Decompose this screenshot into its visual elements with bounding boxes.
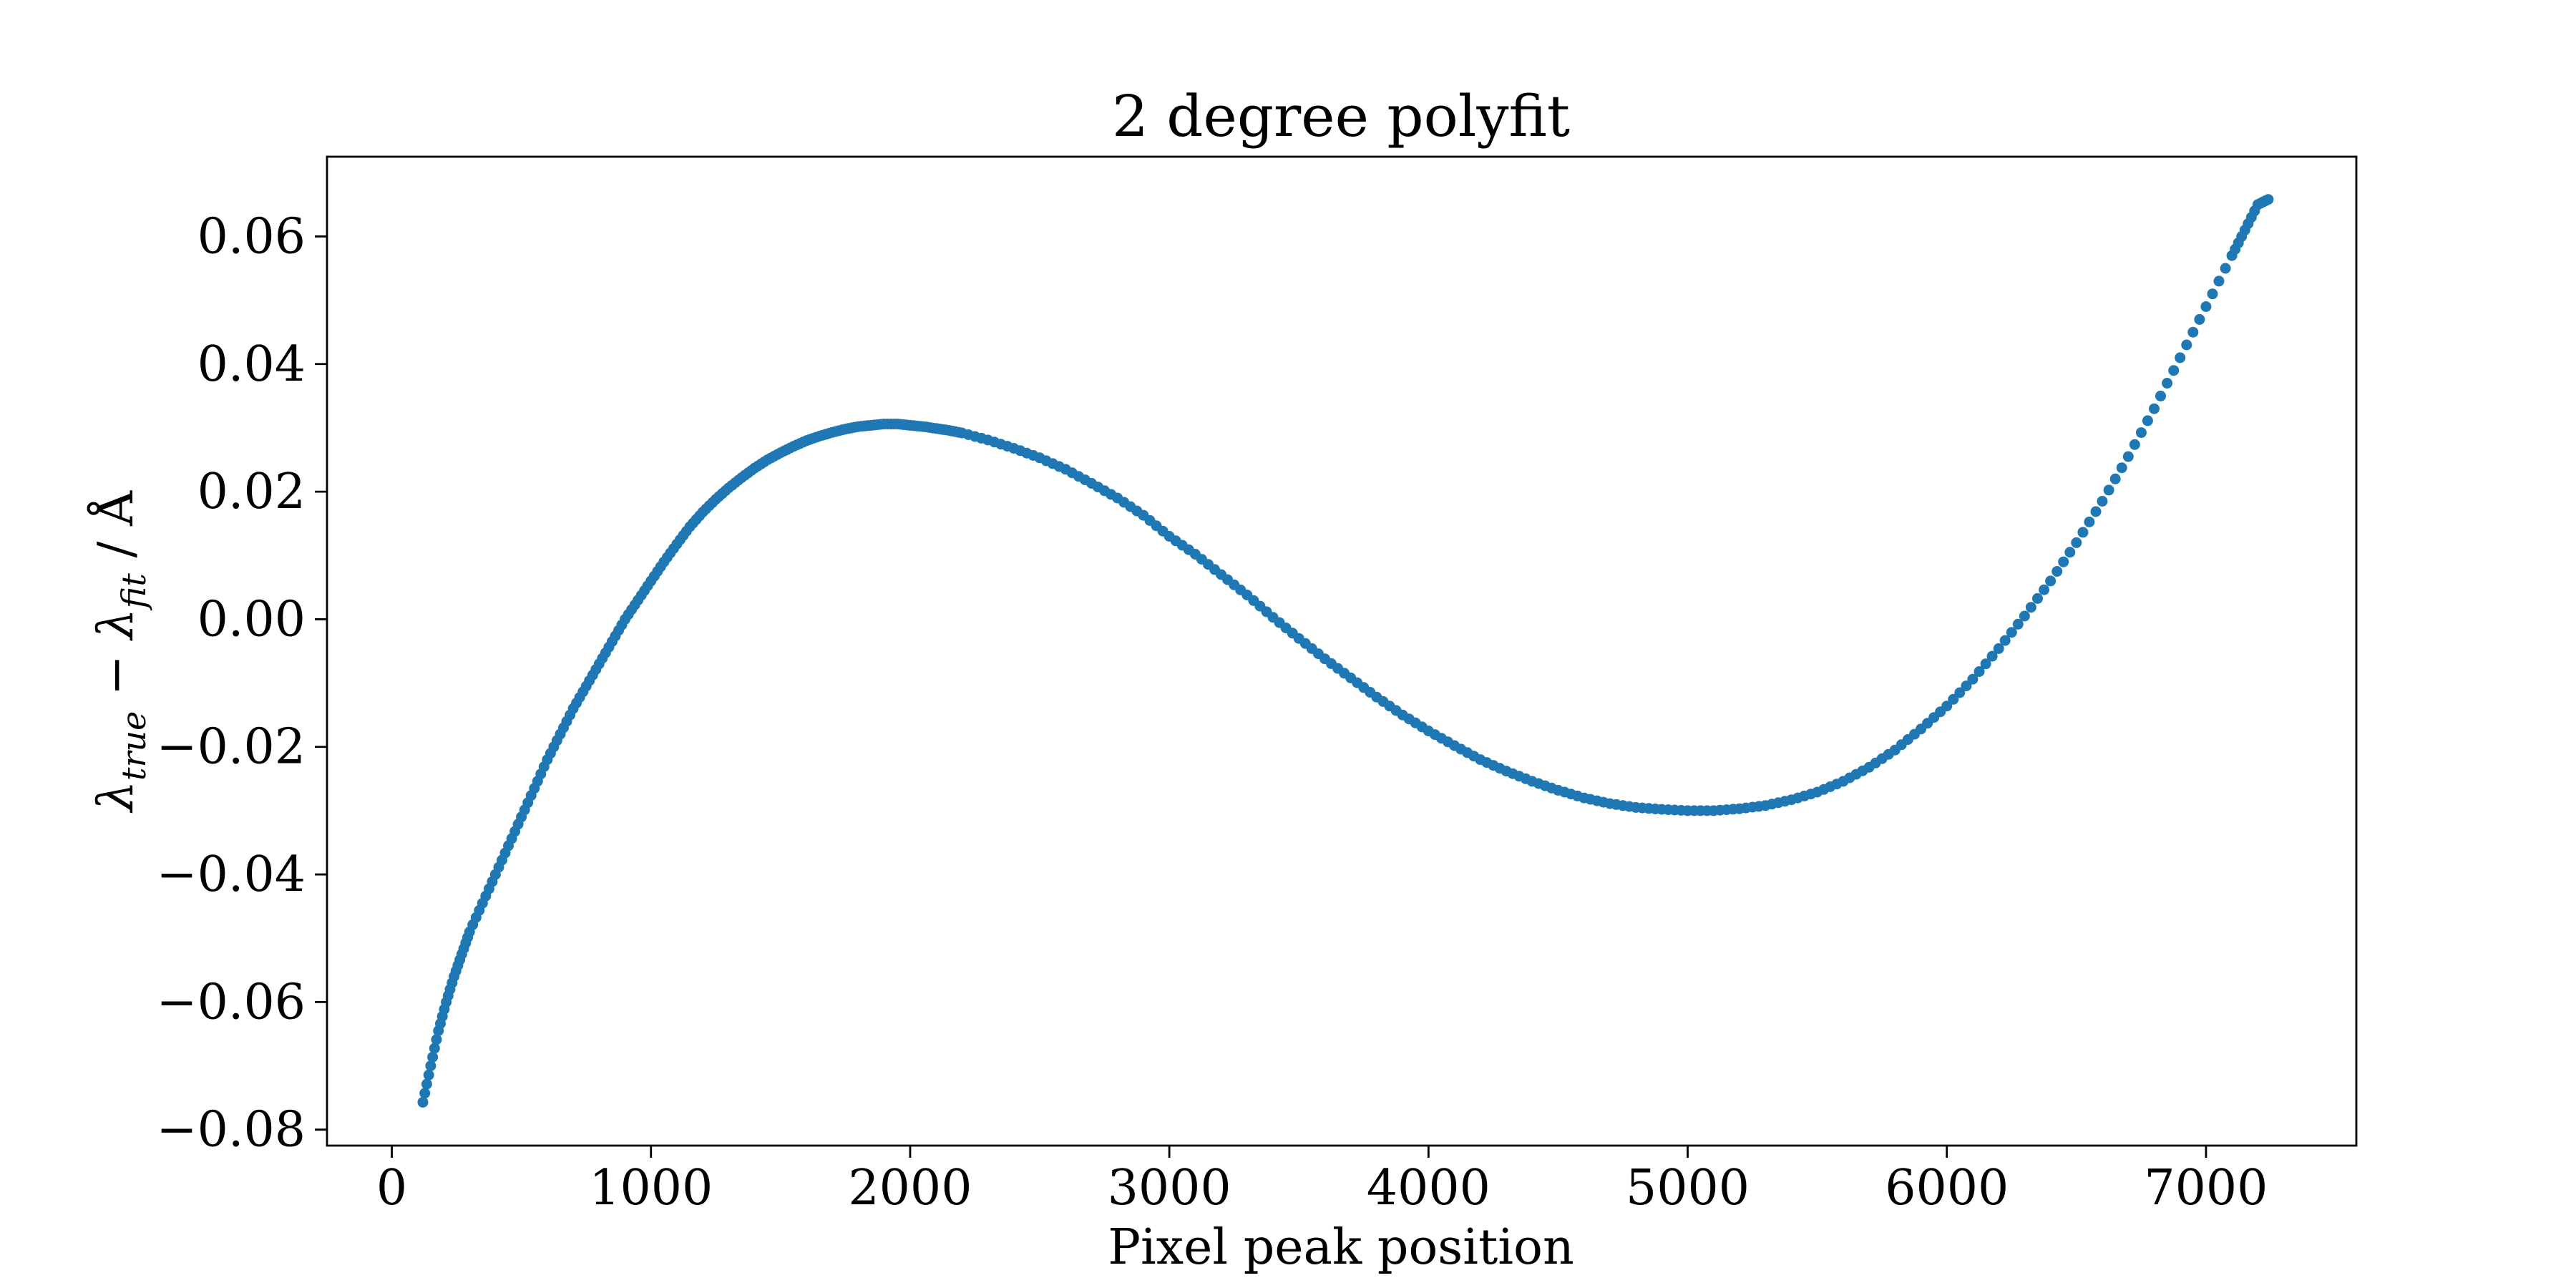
data-point <box>2263 194 2274 205</box>
data-point <box>431 1034 442 1045</box>
data-point <box>2025 602 2036 613</box>
data-point <box>2077 527 2089 538</box>
x-tick-label: 1000 <box>589 1160 713 1216</box>
chart-title: 2 degree polyfit <box>1112 83 1570 150</box>
axes-frame <box>326 155 2358 1147</box>
plot-area <box>326 155 2358 1147</box>
data-point <box>1974 666 1985 677</box>
y-axis-label-minus: − <box>88 639 145 711</box>
x-tick-label: 0 <box>376 1160 407 1216</box>
y-tick-label: 0.04 <box>197 336 306 393</box>
data-point <box>2220 263 2231 274</box>
data-point <box>2155 390 2166 401</box>
data-point <box>2032 592 2043 604</box>
y-axis: −0.08 −0.06 −0.04 −0.02 0.00 0.02 0.04 0.06 <box>157 208 327 1158</box>
data-point <box>2051 566 2063 577</box>
data-point <box>1948 693 1959 705</box>
data-point <box>1980 658 1991 670</box>
y-axis-label: λtrue − λfit / Å <box>87 490 153 814</box>
y-tick-label: 0.00 <box>197 591 306 648</box>
data-point <box>2200 301 2212 312</box>
x-axis: 0 1000 2000 3000 4000 5000 6000 7000 <box>376 1146 2268 1216</box>
x-tick-label: 3000 <box>1108 1160 1231 1216</box>
y-tick-label: −0.08 <box>157 1102 306 1158</box>
data-point <box>2006 627 2017 638</box>
data-point <box>2012 618 2024 630</box>
data-point <box>2084 516 2095 527</box>
data-point <box>2116 462 2127 474</box>
y-axis-label-lambda: λ <box>88 781 145 814</box>
data-point <box>419 1088 431 1099</box>
y-axis-label-lambda-2: λ <box>88 608 145 641</box>
x-tick-label: 6000 <box>1885 1160 2009 1216</box>
data-point <box>2109 473 2121 484</box>
data-point <box>2207 288 2218 300</box>
data-point <box>2187 326 2199 338</box>
x-tick-label: 4000 <box>1367 1160 1491 1216</box>
data-point <box>1967 673 1979 685</box>
data-point <box>2129 439 2140 450</box>
data-point <box>2168 365 2180 376</box>
data-point <box>429 1043 440 1054</box>
data-point <box>423 1069 434 1080</box>
data-point <box>1954 687 1966 698</box>
y-axis-label-sub-true: true <box>114 711 153 781</box>
scatter-series <box>417 194 2274 1108</box>
data-point <box>2071 537 2082 548</box>
y-tick-label: 0.02 <box>197 464 306 520</box>
data-point <box>2045 575 2057 587</box>
data-point <box>2090 506 2102 517</box>
x-axis-label: Pixel peak position <box>1108 1219 1574 1276</box>
x-tick-label: 2000 <box>848 1160 972 1216</box>
data-point <box>2097 496 2108 507</box>
data-point <box>2194 313 2205 325</box>
y-axis-label-unit: / Å <box>87 490 145 573</box>
data-point <box>2064 547 2076 558</box>
data-point <box>2175 352 2186 364</box>
y-tick-label: 0.06 <box>197 208 306 265</box>
data-point <box>1993 643 2004 654</box>
y-tick-label: −0.06 <box>157 974 306 1030</box>
data-point <box>2019 610 2030 622</box>
data-point <box>2039 584 2050 595</box>
x-tick-label: 5000 <box>1626 1160 1750 1216</box>
data-point <box>2149 403 2160 414</box>
data-point <box>2142 415 2153 426</box>
y-axis-label-sub-fit: fit <box>114 573 153 611</box>
data-point <box>2103 484 2114 496</box>
data-point <box>1941 701 1953 712</box>
data-point <box>417 1096 429 1108</box>
y-tick-label: −0.04 <box>157 847 306 903</box>
data-point <box>2135 427 2147 439</box>
data-point <box>427 1051 439 1063</box>
data-point <box>2181 339 2192 351</box>
data-point <box>1986 650 1998 662</box>
x-tick-label: 7000 <box>2144 1160 2268 1216</box>
data-point <box>1999 635 2011 646</box>
data-point <box>2122 451 2134 462</box>
data-point <box>1961 680 1972 692</box>
y-tick-label: −0.02 <box>157 719 306 776</box>
data-point <box>2213 275 2225 287</box>
data-point <box>421 1078 432 1090</box>
data-point <box>2162 378 2173 389</box>
data-point <box>425 1060 436 1071</box>
data-point <box>2058 556 2069 567</box>
